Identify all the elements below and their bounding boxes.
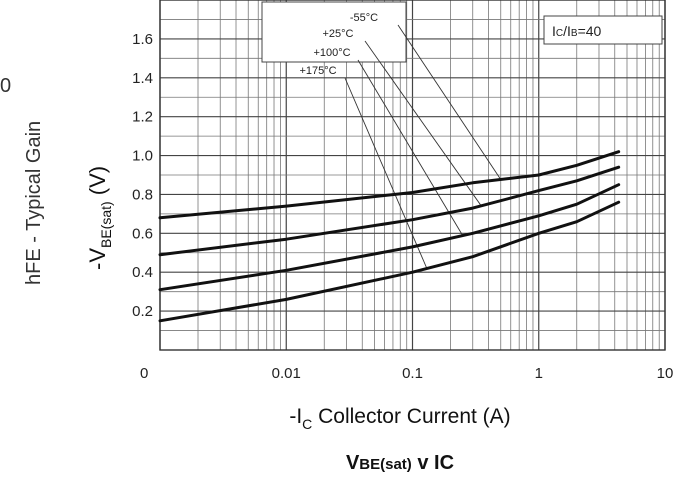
y-tick-label: 1.6	[132, 31, 153, 48]
y-tick-label: 1.4	[132, 70, 153, 87]
x-axis-label: -IC Collector Current (A)	[289, 405, 510, 432]
chart-title: VBE(sat) v IC	[346, 452, 454, 474]
y-tick-label: 0.4	[132, 264, 153, 281]
legend-leader-lines	[344, 24, 502, 269]
legend: -55°C +25°C +100°C +175°C	[299, 12, 378, 77]
legend-leader-line	[397, 24, 502, 180]
y-tick-labels: 0.2 0.4 0.6 0.8 1.0 1.2 1.4 1.6	[132, 31, 153, 320]
x-tick-label: 0.1	[402, 365, 423, 382]
legend-leader-line	[357, 59, 464, 236]
legend-label: +175°C	[299, 65, 336, 77]
y-tick-label: 1.2	[132, 109, 153, 126]
grid	[159, 0, 666, 351]
x-tick-label: 0	[140, 365, 148, 382]
x-tick-labels: 0 0.01 0.1 1 10	[140, 365, 673, 382]
x-tick-label: 1	[535, 365, 543, 382]
legend-box	[261, 1, 407, 63]
legend-label: -55°C	[350, 12, 378, 24]
plot-frame	[159, 0, 666, 351]
series-line	[158, 150, 621, 220]
x-tick-label: 10	[657, 365, 674, 382]
cut-off-axis-fragment: 0	[0, 75, 11, 97]
y-axis-label: -VBE(sat) (V)	[85, 166, 114, 270]
ratio-annotation: IC/IB=40	[552, 23, 602, 39]
series-line	[158, 183, 621, 292]
y-tick-label: 0.2	[132, 303, 153, 320]
legend-label: +100°C	[313, 47, 350, 59]
y-tick-label: 1.0	[132, 148, 153, 165]
cut-off-axis-label: hFE - Typical Gain	[23, 121, 45, 285]
legend-label: +25°C	[322, 28, 353, 40]
legend-leader-line	[344, 77, 428, 269]
series-lines	[158, 150, 621, 323]
legend-leader-line	[364, 40, 482, 207]
ratio-annotation-box	[543, 15, 663, 45]
series-line	[158, 165, 621, 257]
x-tick-label: 0.01	[272, 365, 301, 382]
y-tick-label: 0.8	[132, 186, 153, 203]
y-tick-label: 0.6	[132, 225, 153, 242]
series-line	[158, 200, 621, 323]
